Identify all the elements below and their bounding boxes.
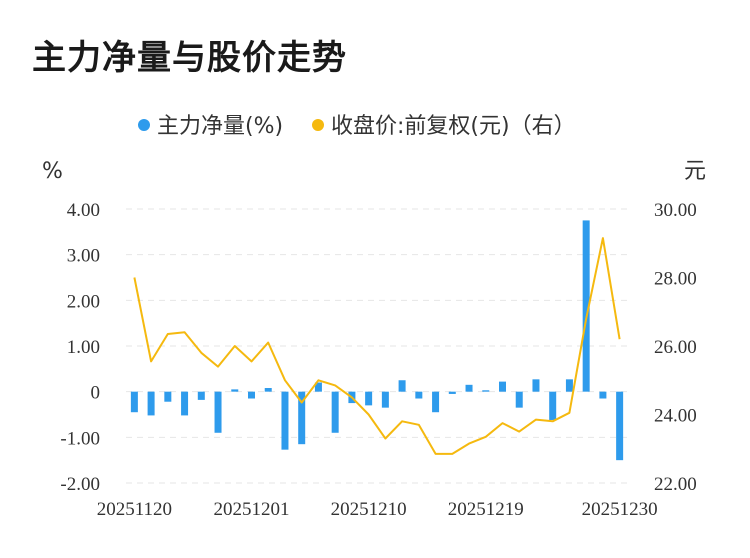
- bar: [381, 391, 389, 408]
- right-tick-label: 28.00: [654, 269, 697, 290]
- bar: [599, 391, 607, 399]
- bar: [264, 388, 272, 392]
- bar: [499, 381, 506, 392]
- bar: [398, 380, 406, 392]
- right-tick-label: 26.00: [654, 337, 697, 358]
- legend: 主力净量(%) 收盘价:前复权(元)（右）: [138, 114, 576, 139]
- left-tick-label: 4.00: [67, 200, 100, 221]
- left-axis-ticks: 4.00 3.00 2.00 1.00 0 -1.00 -2.00: [60, 200, 100, 495]
- bar: [331, 391, 339, 433]
- bar: [582, 220, 590, 392]
- bar: [130, 391, 138, 413]
- bar: [432, 391, 440, 413]
- bar: [482, 390, 490, 392]
- bar: [197, 391, 205, 400]
- bar: [314, 382, 322, 392]
- bar: [448, 391, 456, 394]
- x-tick-label: 20251201: [214, 499, 290, 520]
- gridlines: [126, 208, 628, 484]
- x-tick-label: 20251210: [331, 499, 407, 520]
- bar: [415, 391, 423, 399]
- left-tick-label: 3.00: [67, 246, 100, 267]
- right-tick-label: 24.00: [654, 406, 697, 427]
- bar: [515, 391, 523, 408]
- bar: [532, 379, 540, 392]
- right-axis-unit: 元: [684, 159, 706, 184]
- axis-units: % 元: [42, 159, 706, 184]
- left-axis-unit: %: [42, 159, 63, 184]
- left-tick-label: -1.00: [60, 428, 100, 449]
- bar: [231, 389, 239, 392]
- left-tick-label: -2.00: [60, 474, 100, 495]
- bar: [214, 391, 222, 433]
- left-tick-label: 0: [91, 383, 101, 404]
- legend-label: 主力净量(%): [157, 114, 283, 139]
- legend-label: 收盘价:前复权(元)（右）: [331, 114, 576, 139]
- bar-series: [130, 220, 624, 461]
- bar: [549, 391, 557, 420]
- price-line: [133, 237, 621, 455]
- right-axis-ticks: 30.00 28.00 26.00 24.00 22.00: [654, 200, 697, 495]
- bar: [465, 384, 473, 392]
- bar: [248, 391, 255, 399]
- left-tick-label: 1.00: [67, 337, 100, 358]
- line-series: [133, 237, 621, 455]
- right-tick-label: 30.00: [654, 200, 697, 221]
- bar: [298, 391, 306, 445]
- x-axis-ticks: 20251120 20251201 20251210 20251219 20251230: [97, 499, 658, 520]
- bar: [147, 391, 155, 416]
- bar: [181, 391, 189, 416]
- bar: [281, 391, 289, 450]
- x-tick-label: 20251219: [448, 499, 524, 520]
- left-tick-label: 2.00: [67, 291, 100, 312]
- bar: [565, 379, 573, 392]
- bar: [365, 391, 373, 406]
- right-tick-label: 22.00: [654, 474, 697, 495]
- bar: [164, 391, 172, 402]
- legend-marker: [138, 119, 150, 131]
- chart-title: 主力净量与股价走势: [32, 38, 347, 78]
- bar: [616, 391, 624, 461]
- x-tick-label: 20251120: [97, 499, 172, 520]
- x-tick-label: 20251230: [582, 499, 658, 520]
- legend-marker: [312, 119, 324, 131]
